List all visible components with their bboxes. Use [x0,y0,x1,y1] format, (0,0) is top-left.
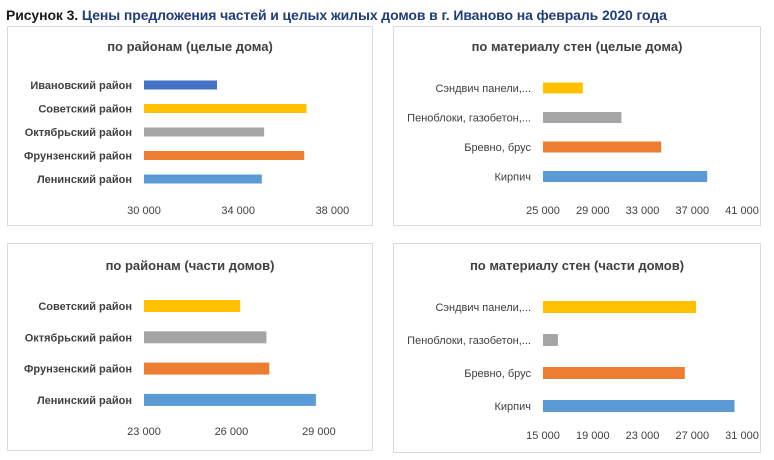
bar [144,174,262,184]
chart-panel-materials-parts: по материалу стен (части домов) Сэндвич п… [393,243,761,453]
category-label: Кирпич [494,172,531,184]
chart-title: по районам (целые дома) [107,39,273,54]
x-tick-label: 23 000 [127,426,161,438]
chart-title: по материалу стен (части домов) [470,258,684,273]
x-tick-label: 27 000 [675,430,709,442]
category-label: Ивановский район [30,80,132,92]
bar [543,112,622,123]
bar [144,127,265,137]
category-label: Бревно, брус [464,142,531,154]
category-label: Сэндвич панели,... [435,83,531,95]
bar [543,141,662,153]
x-tick-label: 30 000 [127,205,161,217]
category-label: Советский район [38,104,132,116]
category-label: Пеноблоки, газобетон,... [407,113,531,125]
x-tick-label: 26 000 [215,426,249,438]
bar [144,300,241,312]
category-label: Ленинский район [37,174,132,186]
bar [543,171,708,182]
chart-title: по материалу стен (целые дома) [472,39,683,54]
chart-materials-parts: по материалу стен (части домов) Сэндвич п… [407,258,759,442]
x-tick-label: 29 000 [302,426,336,438]
bar [144,151,305,160]
chart-districts-parts: по районам (части домов) Советский район О… [24,258,336,438]
figure-caption: Рисунок 3. Цены предложения частей и цел… [6,7,667,23]
chart-districts-whole: по районам (целые дома) Ивановский район С… [24,39,350,217]
bar [144,393,316,406]
bar [543,367,685,379]
x-tick-label: 25 000 [526,205,560,217]
bar [144,362,270,375]
chart-panel-materials-whole: по материалу стен (целые дома) Сэндвич па… [393,26,761,226]
category-label: Кирпич [494,401,531,413]
category-label: Фрунзенский район [24,364,132,376]
figure-label: Рисунок 3. [6,7,79,23]
chart-panel-districts-whole: по районам (целые дома) Ивановский район С… [7,26,373,226]
category-label: Сэндвич панели,... [435,302,531,314]
category-label: Советский район [38,301,132,313]
x-tick-label: 38 000 [316,205,350,217]
x-tick-label: 31 000 [725,430,759,442]
category-label: Октябрьский район [25,127,132,139]
bar [543,334,558,346]
x-tick-label: 34 000 [221,205,255,217]
bar [543,82,583,94]
x-tick-label: 15 000 [526,430,560,442]
chart-panel-districts-parts: по районам (части домов) Советский район О… [7,243,373,451]
bar [144,331,267,344]
category-label: Октябрьский район [25,332,132,344]
figure-title: Цены предложения частей и целых жилых до… [81,7,667,23]
x-tick-label: 19 000 [576,430,610,442]
bar [144,104,307,113]
x-tick-label: 33 000 [626,205,660,217]
x-tick-label: 29 000 [576,205,610,217]
chart-materials-whole: по материалу стен (целые дома) Сэндвич па… [407,39,759,217]
category-label: Пеноблоки, газобетон,... [407,335,531,347]
x-tick-label: 23 000 [626,430,660,442]
bar [543,301,696,313]
chart-title: по районам (части домов) [106,258,275,273]
bar [144,80,217,90]
bar [543,400,735,412]
category-label: Ленинский район [37,395,132,407]
x-tick-label: 41 000 [725,205,759,217]
x-tick-label: 37 000 [675,205,709,217]
category-label: Фрунзенский район [24,151,132,163]
category-label: Бревно, брус [464,368,531,380]
